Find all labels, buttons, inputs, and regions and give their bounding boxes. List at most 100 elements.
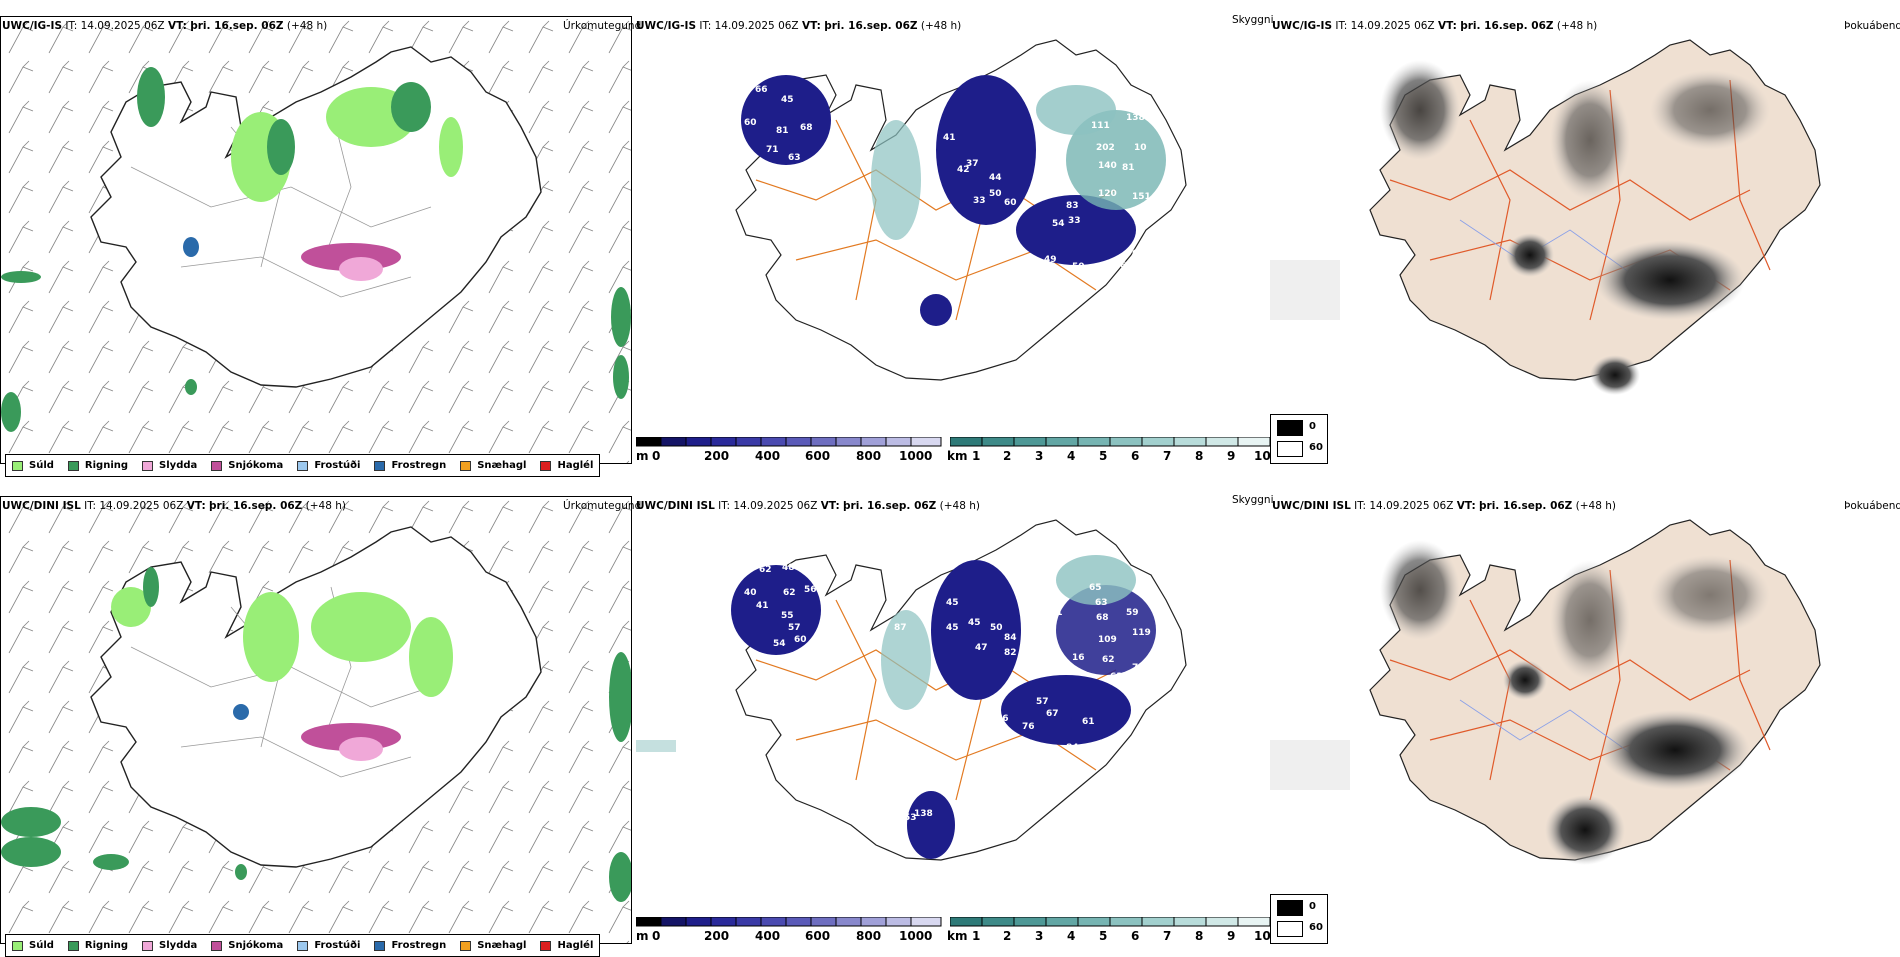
visibility-colorbar (950, 917, 1272, 927)
svg-text:16: 16 (1072, 653, 1085, 663)
visibility-tick: 9 (1227, 449, 1236, 463)
svg-text:57: 57 (1036, 697, 1049, 707)
svg-text:10: 10 (831, 148, 844, 158)
svg-text:45: 45 (781, 95, 794, 105)
svg-text:49: 49 (962, 699, 975, 709)
svg-text:68: 68 (1096, 613, 1109, 623)
legend-item-drizzle: Súld (12, 940, 54, 951)
svg-text:37: 37 (966, 159, 979, 169)
fog-legend-swatch-low (1277, 900, 1303, 916)
svg-text:138: 138 (914, 809, 933, 819)
svg-text:56: 56 (804, 585, 817, 595)
svg-text:33: 33 (1068, 216, 1081, 226)
svg-text:49: 49 (1044, 255, 1057, 265)
svg-text:66: 66 (755, 85, 768, 95)
svg-text:50: 50 (989, 189, 1002, 199)
precip-map-frame: Súld Rigning Slydda Snjókoma Frostúði Fr… (0, 16, 632, 477)
svg-text:63: 63 (1095, 598, 1108, 608)
cloudbase-tick: 800 (856, 929, 882, 943)
forecast-row-dini: Súld Rigning Slydda Snjókoma Frostúði Fr… (0, 480, 1900, 957)
svg-text:42: 42 (957, 165, 970, 175)
visibility-tick: 6 (1131, 929, 1140, 943)
visibility-tick: 1 (972, 929, 981, 943)
svg-text:62: 62 (1102, 655, 1115, 665)
legend-item-snow: Snjókoma (211, 940, 283, 951)
fog-indicator-map (1270, 519, 1821, 865)
visibility-title: Skyggni (1232, 494, 1274, 506)
legend-item-freezing-rain: Frostregn (374, 460, 446, 471)
svg-text:76: 76 (996, 714, 1009, 724)
svg-text:61: 61 (801, 183, 814, 193)
visibility-tick: 9 (1227, 929, 1236, 943)
svg-text:44: 44 (989, 173, 1002, 183)
svg-text:47: 47 (975, 643, 988, 653)
visibility-tick: 5 (1099, 929, 1108, 943)
svg-text:202: 202 (1096, 143, 1115, 153)
cloudbase-tick: 1000 (899, 449, 933, 463)
fog-legend-swatch-high (1277, 921, 1303, 937)
fog-title: Þokuábendi (1844, 20, 1900, 32)
precip-title: Úrkomutegund (563, 500, 642, 512)
svg-text:65: 65 (1132, 685, 1145, 695)
svg-text:10: 10 (1156, 618, 1169, 628)
svg-text:41: 41 (943, 133, 956, 143)
cloudbase-header: UWC/DINI ISL IT: 14.09.2025 06Z VT: þri.… (636, 500, 980, 512)
cloudbase-visibility-panel: 62 48 40 41 55 62 56 57 60 54 45 45 45 4… (636, 480, 1274, 950)
svg-text:84: 84 (1004, 633, 1017, 643)
cloudbase-colorbar-unit: m (636, 929, 649, 943)
fog-header: UWC/DINI ISL IT: 14.09.2025 06Z VT: þri.… (1272, 500, 1616, 512)
svg-text:61: 61 (1082, 717, 1095, 727)
svg-text:111: 111 (1091, 121, 1110, 131)
cloudbase-tick: 600 (805, 929, 831, 943)
svg-text:63: 63 (1110, 672, 1123, 682)
svg-text:77: 77 (1066, 298, 1079, 308)
svg-text:84: 84 (1066, 743, 1079, 753)
visibility-tick: 3 (1035, 929, 1044, 943)
fog-legend-label: 0 (1309, 421, 1316, 432)
svg-text:60: 60 (744, 118, 757, 128)
svg-text:76: 76 (1022, 722, 1035, 732)
precip-type-map (1, 17, 631, 463)
legend-item-freezing-rain: Frostregn (374, 940, 446, 951)
svg-text:51: 51 (962, 239, 975, 249)
svg-text:65: 65 (1120, 261, 1133, 271)
cloudbase-tick: 200 (704, 449, 730, 463)
fog-legend-swatch-low (1277, 420, 1303, 436)
svg-text:79: 79 (992, 255, 1005, 265)
svg-text:59: 59 (1126, 608, 1139, 618)
visibility-tick: 4 (1067, 929, 1076, 943)
visibility-tick: 10 (1254, 449, 1271, 463)
svg-text:83: 83 (1066, 201, 1079, 211)
fog-title: Þokuábendi (1844, 500, 1900, 512)
fog-legend-swatch-high (1277, 441, 1303, 457)
svg-text:68: 68 (800, 123, 813, 133)
visibility-colorbar (950, 437, 1272, 447)
svg-text:53: 53 (904, 813, 917, 823)
fog-indicator-panel: 0 60 UWC/DINI ISL IT: 14.09.2025 06Z VT:… (1270, 480, 1900, 950)
svg-text:54: 54 (773, 639, 786, 649)
svg-text:65: 65 (1089, 583, 1102, 593)
visibility-colorbar-unit: km (947, 449, 968, 463)
svg-text:45: 45 (946, 623, 959, 633)
precip-type-map (1, 497, 631, 943)
legend-item-freezing-drizzle: Frostúði (297, 940, 360, 951)
cloudbase-colorbar-swatches (636, 437, 942, 447)
svg-text:82: 82 (1004, 648, 1017, 658)
svg-text:40: 40 (744, 588, 757, 598)
svg-text:50: 50 (1072, 262, 1085, 272)
svg-text:71: 71 (1050, 608, 1063, 618)
cloudbase-visibility-map: 66 45 60 81 68 71 63 61 93 41 37 42 44 3… (735, 39, 1187, 396)
svg-text:13: 13 (892, 720, 905, 730)
visibility-tick: 4 (1067, 449, 1076, 463)
legend-item-rain: Rigning (67, 460, 128, 471)
cloudbase-visibility-map: 62 48 40 41 55 62 56 57 60 54 45 45 45 4… (636, 519, 1187, 883)
legend-item-hail: Haglél (540, 940, 593, 951)
visibility-colorbar-unit: km (947, 929, 968, 943)
svg-text:45: 45 (946, 598, 959, 608)
svg-text:60: 60 (794, 635, 807, 645)
cloudbase-tick: 1000 (899, 929, 933, 943)
visibility-tick: 8 (1195, 449, 1204, 463)
svg-text:87: 87 (894, 623, 907, 633)
cloudbase-colorbar (636, 917, 942, 927)
cloudbase-tick: 800 (856, 449, 882, 463)
